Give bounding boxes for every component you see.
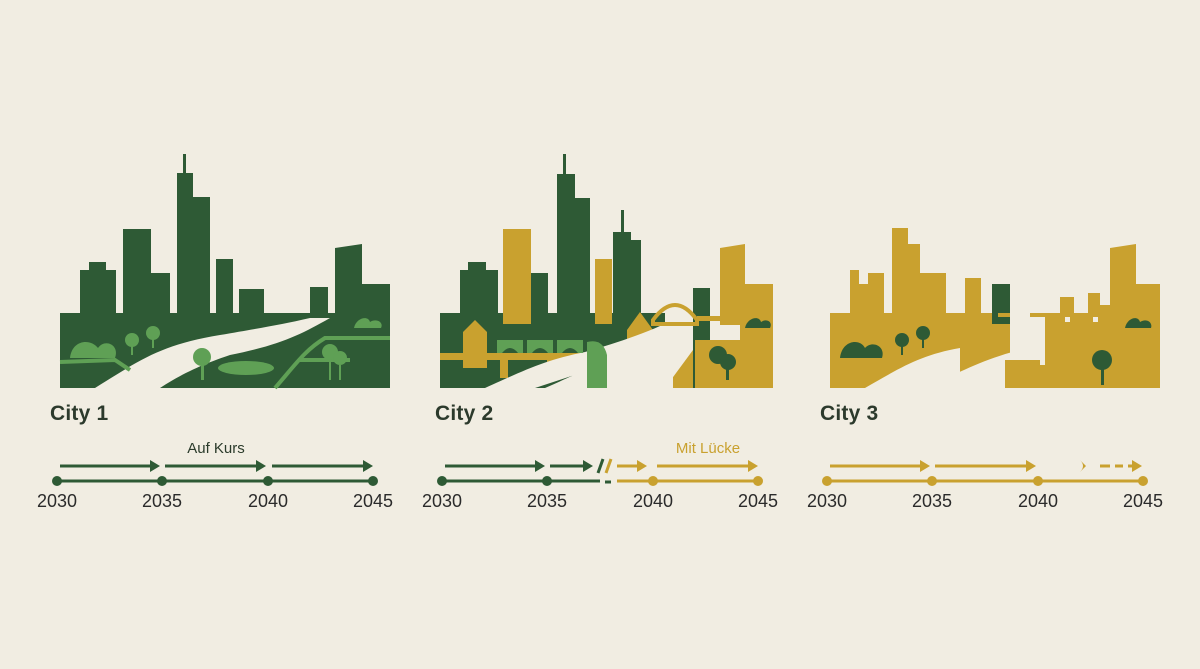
city-2-year-2035: 2035	[526, 491, 568, 511]
city-3-year-2040: 2040	[1017, 491, 1059, 511]
city-2-title: City 2	[435, 402, 494, 425]
city-3-year-2030: 2030	[806, 491, 848, 511]
city-2-timeline	[437, 458, 763, 486]
city-3-year-2045: 2045	[1122, 491, 1164, 511]
city-1-year-2040: 2040	[247, 491, 289, 511]
city-panel-2: City 2 Mit Lücke 2030 2035 2040 2045	[421, 0, 805, 669]
city-3-title: City 3	[820, 402, 879, 425]
city-1-year-2030: 2030	[36, 491, 78, 511]
city-1-year-2035: 2035	[141, 491, 183, 511]
city-2-status-label: Mit Lücke	[675, 440, 741, 457]
city-2-year-2030: 2030	[421, 491, 463, 511]
city-2-year-2040: 2040	[632, 491, 674, 511]
city-1-timeline	[52, 460, 378, 486]
city-2-year-2045: 2045	[737, 491, 779, 511]
city-1-title: City 1	[50, 402, 109, 425]
city-2-skyline-illustration	[440, 154, 773, 388]
city-panel-1: City 1 Auf Kurs 2030 2035 2040 2045	[36, 0, 420, 669]
city-3-skyline-illustration	[830, 228, 1160, 388]
city-panel-3: City 3 2030 2035 2040 2045	[806, 0, 1190, 669]
city-1-skyline-illustration	[59, 154, 390, 390]
city-3-year-2035: 2035	[911, 491, 953, 511]
city-3-timeline	[822, 460, 1148, 486]
city-1-year-2045: 2045	[352, 491, 394, 511]
city-1-status-label: Auf Kurs	[187, 440, 245, 457]
